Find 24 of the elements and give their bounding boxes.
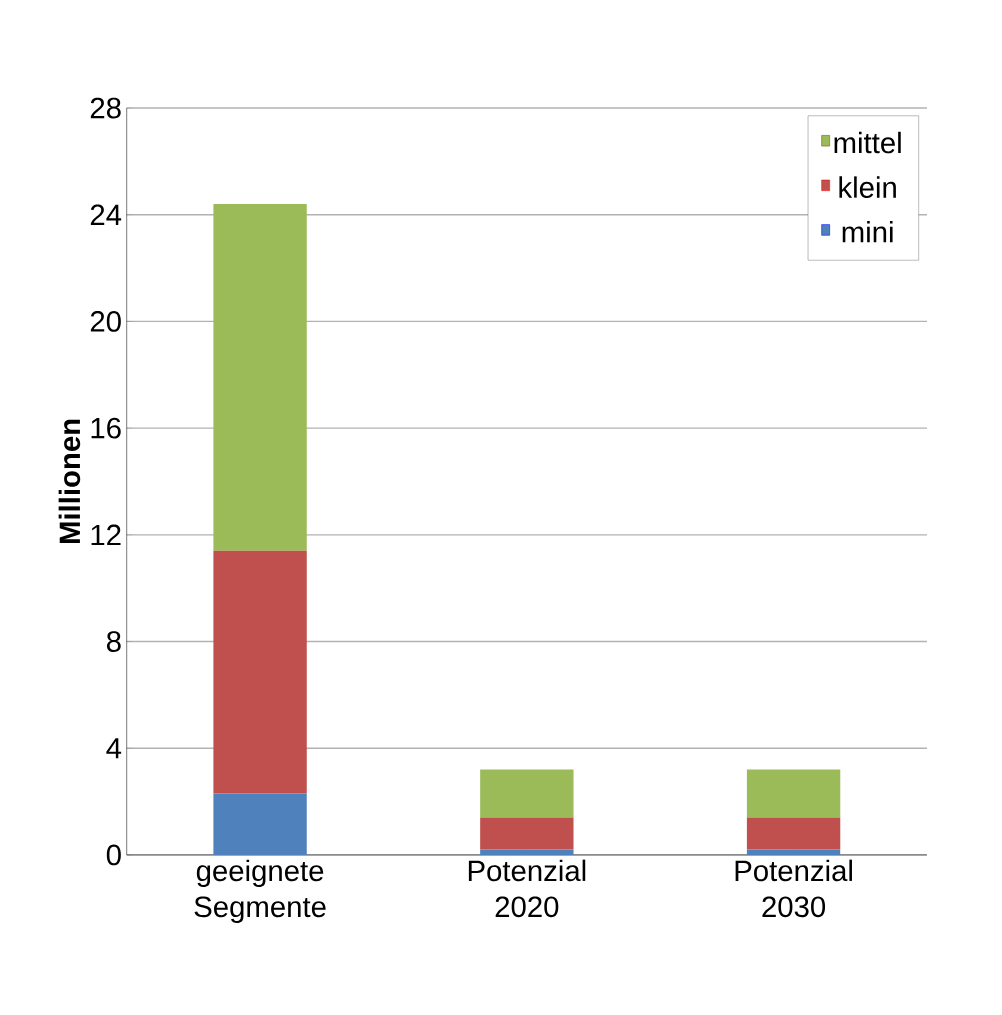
x-tick-label: Potenzial 2030 <box>735 859 853 918</box>
y-tick-label: 28 <box>91 97 121 119</box>
y-tick-label: 12 <box>91 524 121 546</box>
y-tick-label: 20 <box>91 311 122 332</box>
bar <box>747 769 841 818</box>
bar <box>747 817 841 850</box>
bar <box>480 769 574 818</box>
y-tick-label: 4 <box>106 738 122 759</box>
x-tick-label: geeignete Segmente <box>194 859 326 924</box>
y-tick-label: 0 <box>107 844 122 866</box>
bar <box>480 849 574 855</box>
y-tick-label: 16 <box>91 417 121 439</box>
bar <box>480 817 574 850</box>
legend-label: klein <box>839 176 897 198</box>
bar <box>747 849 841 855</box>
bar <box>213 204 307 551</box>
x-tick-label: Potenzial 2020 <box>469 859 586 918</box>
legend-label: mini <box>842 220 893 243</box>
bar <box>213 793 307 855</box>
legend-label: mittel <box>834 131 901 154</box>
y-tick-label: 24 <box>91 204 122 225</box>
y-axis-title: Millionen <box>58 419 81 544</box>
y-tick-label: 8 <box>107 631 121 652</box>
bar <box>213 550 307 794</box>
